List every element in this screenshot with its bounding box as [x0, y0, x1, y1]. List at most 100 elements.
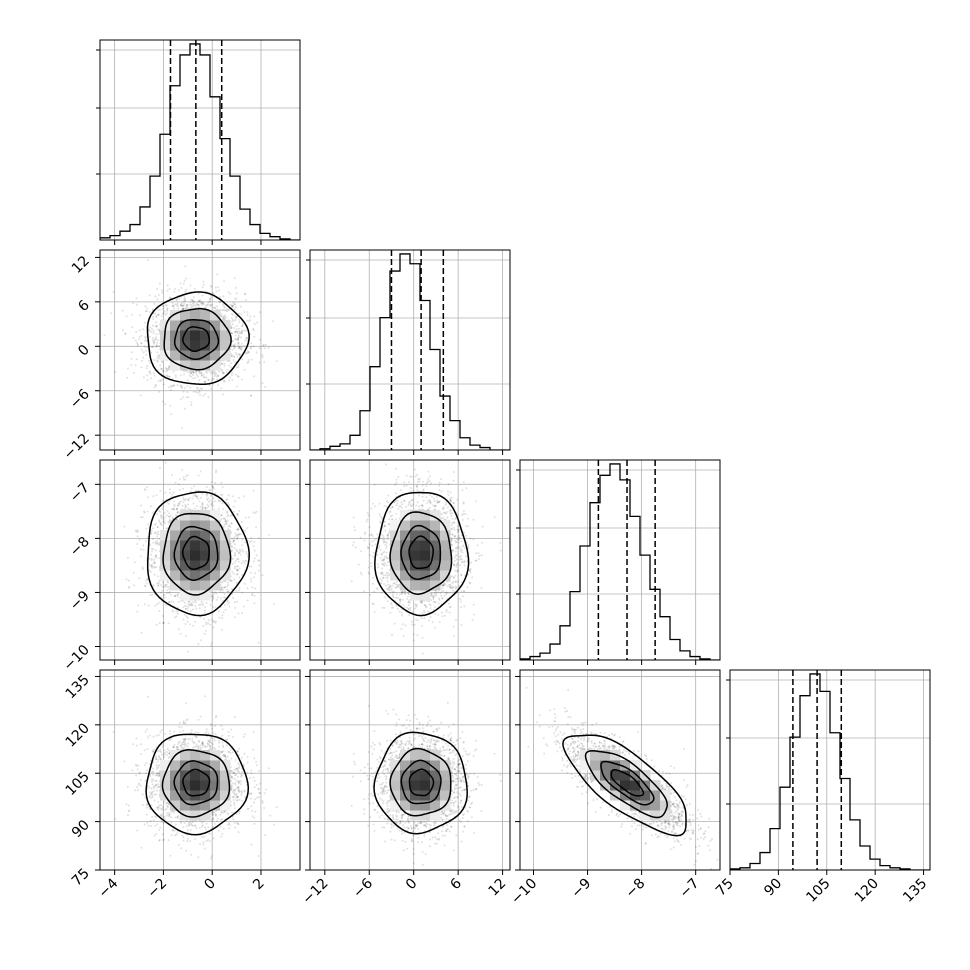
sample-point — [145, 527, 148, 530]
sample-point — [162, 505, 165, 508]
sample-point — [401, 503, 404, 506]
sample-point — [404, 590, 407, 593]
sample-point — [222, 317, 225, 320]
sample-point — [236, 750, 239, 752]
sample-point — [469, 582, 472, 584]
sample-point — [235, 559, 238, 562]
sample-point — [395, 478, 398, 481]
sample-point — [417, 619, 419, 622]
sample-point — [173, 834, 176, 837]
sample-point — [162, 370, 164, 373]
sample-point — [218, 289, 221, 292]
sample-point — [230, 374, 233, 377]
sample-point — [212, 817, 214, 820]
sample-point — [184, 498, 187, 500]
sample-point — [169, 737, 172, 740]
sample-point — [415, 504, 418, 507]
sample-point — [213, 811, 216, 814]
sample-point — [434, 612, 437, 615]
sample-point — [151, 593, 154, 596]
sample-point — [232, 771, 235, 774]
sample-point — [235, 330, 237, 333]
sample-point — [218, 507, 220, 510]
sample-point — [207, 622, 210, 625]
sample-point — [353, 525, 356, 528]
sample-point — [223, 754, 226, 757]
sample-point — [205, 840, 208, 843]
sample-point — [430, 595, 433, 597]
density-cell — [200, 810, 211, 821]
sample-point — [182, 478, 185, 481]
sample-point — [160, 289, 163, 292]
sample-point — [416, 634, 419, 636]
sample-point — [158, 467, 161, 469]
sample-point — [186, 650, 189, 653]
sample-point — [145, 762, 148, 765]
sample-point — [152, 585, 155, 588]
sample-point — [176, 384, 179, 387]
sample-point — [429, 502, 432, 505]
sample-point — [382, 541, 385, 544]
sample-point — [199, 715, 202, 718]
sample-point — [170, 413, 172, 416]
sample-point — [433, 591, 436, 594]
sample-point — [227, 590, 229, 593]
sample-point — [259, 338, 262, 341]
sample-point — [150, 804, 153, 807]
sample-point — [212, 837, 215, 840]
sample-point — [127, 579, 130, 582]
sample-point — [457, 525, 459, 528]
sample-point — [243, 344, 246, 347]
sample-point — [382, 574, 385, 577]
sample-point — [222, 754, 225, 756]
sample-point — [252, 511, 255, 514]
sample-point — [140, 631, 143, 634]
sample-point — [442, 583, 445, 586]
sample-point — [416, 489, 419, 492]
sample-point — [433, 605, 436, 608]
sample-point — [203, 835, 206, 838]
sample-point — [242, 763, 245, 766]
sample-point — [152, 495, 155, 498]
sample-point — [183, 298, 186, 301]
sample-point — [158, 579, 161, 582]
sample-point — [447, 483, 450, 486]
sample-point — [230, 316, 233, 319]
sample-point — [161, 589, 164, 592]
sample-point — [198, 299, 201, 302]
sample-point — [386, 534, 389, 537]
sample-point — [184, 505, 187, 508]
sample-point — [157, 584, 160, 587]
sample-point — [234, 532, 237, 535]
sample-point — [173, 505, 176, 508]
sample-point — [208, 371, 211, 374]
sample-point — [147, 328, 150, 331]
sample-point — [182, 839, 185, 842]
sample-point — [368, 457, 370, 459]
sample-point — [156, 772, 159, 774]
panel-frame — [519, 459, 721, 661]
sample-point — [157, 355, 159, 358]
sample-point — [152, 336, 154, 339]
sample-point — [374, 538, 377, 541]
sample-point — [399, 593, 401, 596]
sample-point — [414, 607, 416, 610]
sample-point — [452, 549, 455, 551]
sample-point — [233, 567, 236, 570]
sample-point — [153, 374, 156, 377]
sample-point — [372, 551, 375, 554]
sample-point — [464, 547, 467, 549]
density-cell — [170, 350, 181, 361]
sample-point — [156, 360, 159, 363]
sample-point — [184, 635, 187, 638]
sample-point — [152, 318, 155, 320]
sample-point — [226, 308, 229, 311]
density-cell — [170, 760, 181, 771]
sample-point — [127, 814, 129, 817]
sample-point — [383, 525, 386, 528]
sample-point — [212, 504, 215, 507]
density-cell — [390, 550, 401, 561]
sample-point — [387, 522, 390, 525]
sample-point — [241, 324, 244, 327]
sample-point — [153, 386, 156, 389]
